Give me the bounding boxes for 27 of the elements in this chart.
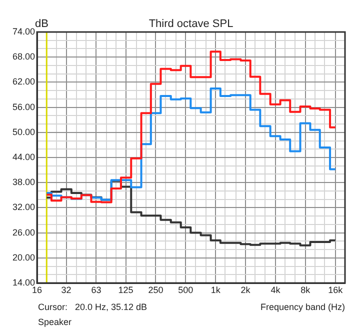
x-tick-label: 63 <box>91 284 102 295</box>
x-axis-title: Frequency band (Hz) <box>260 302 345 312</box>
text: Cursor: 20.0 Hz, 35.12 dB <box>38 302 148 312</box>
y-tick-label: 20.00 <box>12 252 35 262</box>
y-axis-title: dB <box>35 18 48 30</box>
y-tick-label: 38.00 <box>12 177 35 188</box>
text: Speaker <box>38 317 72 327</box>
x-tick-label: 16k <box>328 284 344 295</box>
x-tick-label: 8k <box>300 284 311 295</box>
y-tick-label: 44.00 <box>12 152 35 162</box>
y-tick-label: 74.00 <box>12 26 35 36</box>
y-tick-label: 14.00 <box>12 277 35 288</box>
x-tick-label: 16 <box>32 284 42 295</box>
chart-title: Third octave SPL <box>148 18 234 30</box>
x-tick-label: 32 <box>61 284 72 295</box>
y-tick-label: 62.00 <box>12 76 35 87</box>
x-tick-label: 500 <box>178 284 194 295</box>
x-tick-label: 250 <box>148 284 164 295</box>
y-tick-label: 68.00 <box>12 52 35 62</box>
y-tick-label: 32.00 <box>12 202 35 212</box>
y-tick-label: 50.00 <box>12 126 35 137</box>
x-tick-label: 1k <box>210 284 221 295</box>
x-tick-label: 2k <box>240 284 251 295</box>
x-tick-label: 4k <box>270 284 281 295</box>
y-tick-label: 56.00 <box>12 102 35 112</box>
x-tick-label: 125 <box>118 284 134 295</box>
y-tick-label: 26.00 <box>12 227 35 238</box>
